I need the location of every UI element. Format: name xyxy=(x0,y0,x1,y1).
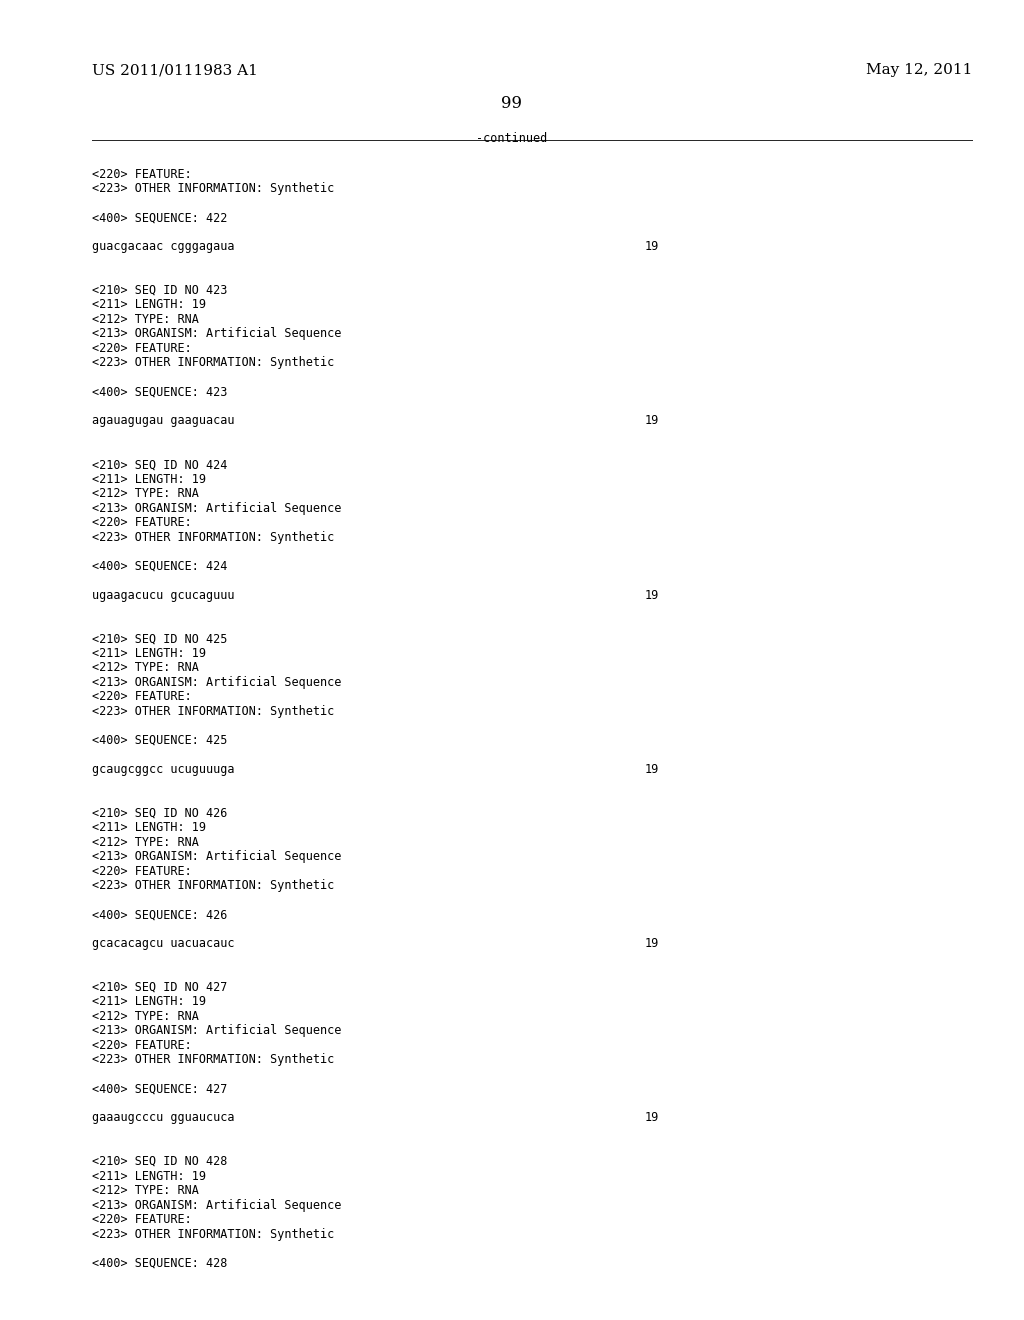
Text: gaaaugcccu gguaucuca: gaaaugcccu gguaucuca xyxy=(92,1111,234,1125)
Text: <223> OTHER INFORMATION: Synthetic: <223> OTHER INFORMATION: Synthetic xyxy=(92,879,335,892)
Text: guacgacaac cgggagaua: guacgacaac cgggagaua xyxy=(92,240,234,253)
Text: <220> FEATURE:: <220> FEATURE: xyxy=(92,690,191,704)
Text: 99: 99 xyxy=(502,95,522,112)
Text: <220> FEATURE:: <220> FEATURE: xyxy=(92,865,191,878)
Text: 19: 19 xyxy=(645,240,659,253)
Text: <210> SEQ ID NO 428: <210> SEQ ID NO 428 xyxy=(92,1155,227,1168)
Text: <400> SEQUENCE: 425: <400> SEQUENCE: 425 xyxy=(92,734,227,747)
Text: <211> LENGTH: 19: <211> LENGTH: 19 xyxy=(92,647,206,660)
Text: <212> TYPE: RNA: <212> TYPE: RNA xyxy=(92,661,199,675)
Text: <400> SEQUENCE: 426: <400> SEQUENCE: 426 xyxy=(92,908,227,921)
Text: <220> FEATURE:: <220> FEATURE: xyxy=(92,342,191,355)
Text: <400> SEQUENCE: 424: <400> SEQUENCE: 424 xyxy=(92,560,227,573)
Text: <213> ORGANISM: Artificial Sequence: <213> ORGANISM: Artificial Sequence xyxy=(92,676,342,689)
Text: <400> SEQUENCE: 427: <400> SEQUENCE: 427 xyxy=(92,1082,227,1096)
Text: <211> LENGTH: 19: <211> LENGTH: 19 xyxy=(92,995,206,1008)
Text: <220> FEATURE:: <220> FEATURE: xyxy=(92,1039,191,1052)
Text: <400> SEQUENCE: 423: <400> SEQUENCE: 423 xyxy=(92,385,227,399)
Text: <220> FEATURE:: <220> FEATURE: xyxy=(92,168,191,181)
Text: <213> ORGANISM: Artificial Sequence: <213> ORGANISM: Artificial Sequence xyxy=(92,1199,342,1212)
Text: <212> TYPE: RNA: <212> TYPE: RNA xyxy=(92,1010,199,1023)
Text: <213> ORGANISM: Artificial Sequence: <213> ORGANISM: Artificial Sequence xyxy=(92,1024,342,1038)
Text: <213> ORGANISM: Artificial Sequence: <213> ORGANISM: Artificial Sequence xyxy=(92,502,342,515)
Text: <223> OTHER INFORMATION: Synthetic: <223> OTHER INFORMATION: Synthetic xyxy=(92,1053,335,1067)
Text: <211> LENGTH: 19: <211> LENGTH: 19 xyxy=(92,1170,206,1183)
Text: <223> OTHER INFORMATION: Synthetic: <223> OTHER INFORMATION: Synthetic xyxy=(92,531,335,544)
Text: <210> SEQ ID NO 427: <210> SEQ ID NO 427 xyxy=(92,981,227,994)
Text: <213> ORGANISM: Artificial Sequence: <213> ORGANISM: Artificial Sequence xyxy=(92,850,342,863)
Text: <400> SEQUENCE: 428: <400> SEQUENCE: 428 xyxy=(92,1257,227,1270)
Text: <210> SEQ ID NO 423: <210> SEQ ID NO 423 xyxy=(92,284,227,297)
Text: <210> SEQ ID NO 425: <210> SEQ ID NO 425 xyxy=(92,632,227,645)
Text: 19: 19 xyxy=(645,589,659,602)
Text: 19: 19 xyxy=(645,763,659,776)
Text: <210> SEQ ID NO 426: <210> SEQ ID NO 426 xyxy=(92,807,227,820)
Text: ugaagacucu gcucaguuu: ugaagacucu gcucaguuu xyxy=(92,589,234,602)
Text: <223> OTHER INFORMATION: Synthetic: <223> OTHER INFORMATION: Synthetic xyxy=(92,1228,335,1241)
Text: <223> OTHER INFORMATION: Synthetic: <223> OTHER INFORMATION: Synthetic xyxy=(92,705,335,718)
Text: 19: 19 xyxy=(645,937,659,950)
Text: <212> TYPE: RNA: <212> TYPE: RNA xyxy=(92,836,199,849)
Text: May 12, 2011: May 12, 2011 xyxy=(866,63,973,78)
Text: 19: 19 xyxy=(645,1111,659,1125)
Text: gcaugcggcc ucuguuuga: gcaugcggcc ucuguuuga xyxy=(92,763,234,776)
Text: <211> LENGTH: 19: <211> LENGTH: 19 xyxy=(92,821,206,834)
Text: -continued: -continued xyxy=(476,132,548,145)
Text: <211> LENGTH: 19: <211> LENGTH: 19 xyxy=(92,298,206,312)
Text: <220> FEATURE:: <220> FEATURE: xyxy=(92,1213,191,1226)
Text: agauagugau gaaguacau: agauagugau gaaguacau xyxy=(92,414,234,428)
Text: <210> SEQ ID NO 424: <210> SEQ ID NO 424 xyxy=(92,458,227,471)
Text: <212> TYPE: RNA: <212> TYPE: RNA xyxy=(92,313,199,326)
Text: <211> LENGTH: 19: <211> LENGTH: 19 xyxy=(92,473,206,486)
Text: <212> TYPE: RNA: <212> TYPE: RNA xyxy=(92,1184,199,1197)
Text: <213> ORGANISM: Artificial Sequence: <213> ORGANISM: Artificial Sequence xyxy=(92,327,342,341)
Text: <223> OTHER INFORMATION: Synthetic: <223> OTHER INFORMATION: Synthetic xyxy=(92,356,335,370)
Text: 19: 19 xyxy=(645,414,659,428)
Text: gcacacagcu uacuacauc: gcacacagcu uacuacauc xyxy=(92,937,234,950)
Text: <223> OTHER INFORMATION: Synthetic: <223> OTHER INFORMATION: Synthetic xyxy=(92,182,335,195)
Text: US 2011/0111983 A1: US 2011/0111983 A1 xyxy=(92,63,258,78)
Text: <220> FEATURE:: <220> FEATURE: xyxy=(92,516,191,529)
Text: <400> SEQUENCE: 422: <400> SEQUENCE: 422 xyxy=(92,211,227,224)
Text: <212> TYPE: RNA: <212> TYPE: RNA xyxy=(92,487,199,500)
